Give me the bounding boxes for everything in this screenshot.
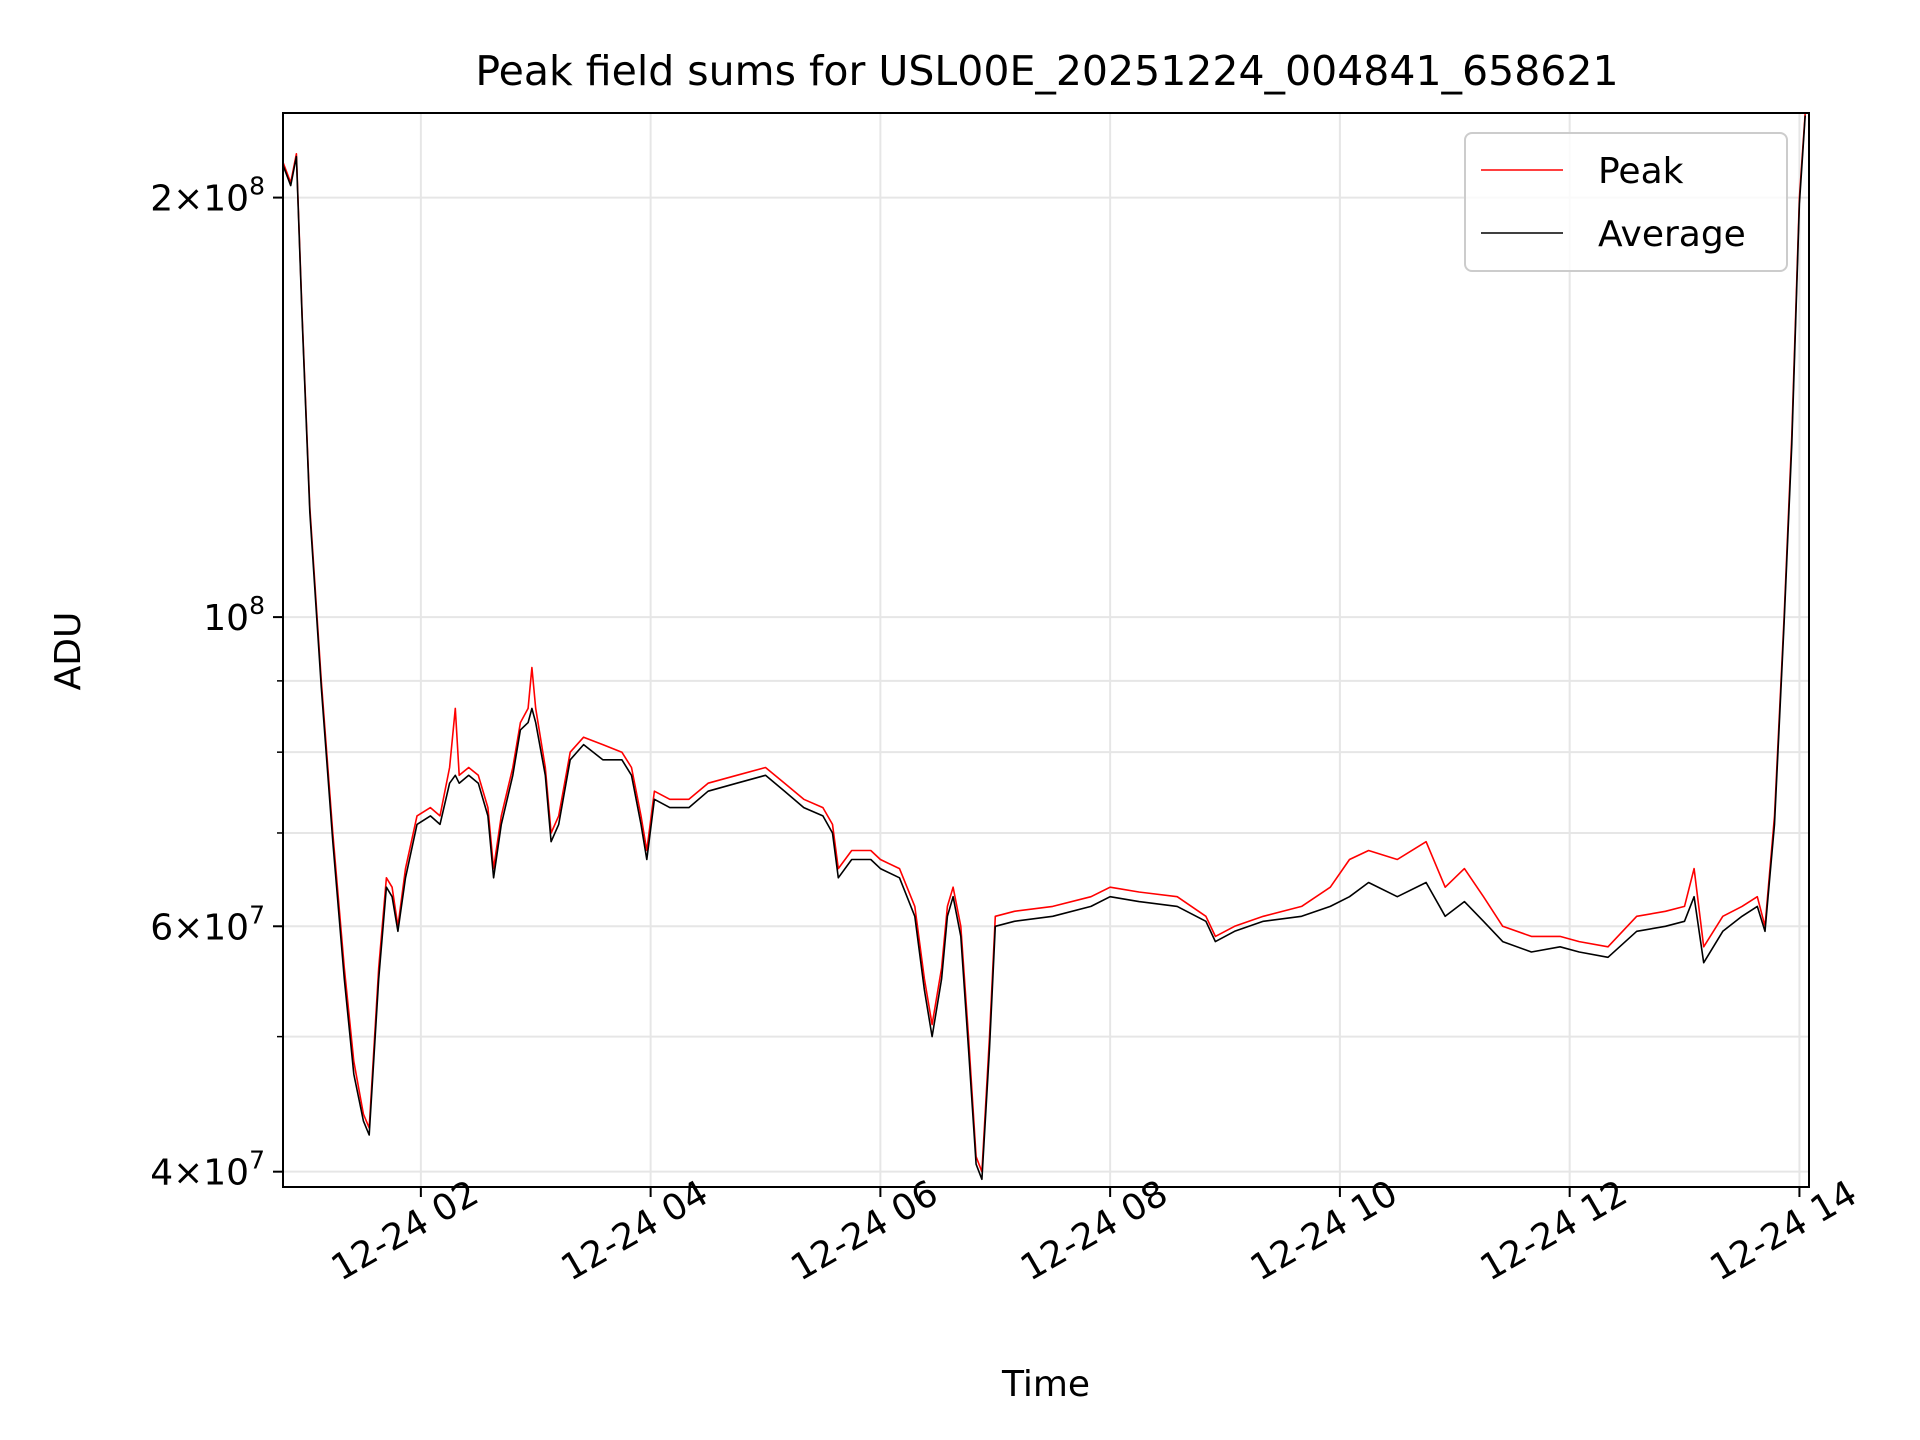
y-tick-mantissa: 6 [150,907,173,948]
legend: Peak Average [1464,132,1788,272]
y-tick-mantissa: 2 [150,179,173,220]
legend-box [1464,132,1788,272]
y-axis-ticks: 4×107 6×107 108 2×108 [150,172,283,1194]
series-line-peak [282,112,1806,1173]
y-tick-label: 108 [203,591,265,639]
y-tick-label: 2×108 [150,172,265,220]
x-axis-label: Time [1001,1364,1090,1405]
plot-area-frame [282,112,1810,1188]
series-lines [282,112,1806,1181]
y-tick-label: 4×107 [150,1146,265,1194]
y-tick-exponent: 8 [249,172,265,201]
y-tick-exponent: 8 [249,591,265,620]
chart-title: Peak field sums for USL00E_20251224_0048… [475,47,1618,95]
series-line-average [282,115,1806,1181]
y-tick-label: 6×107 [150,900,265,948]
y-tick-exponent: 7 [249,900,265,929]
y-tick-exponent: 7 [249,1146,265,1175]
legend-label-peak: Peak [1598,151,1684,192]
y-axis-label: ADU [48,612,89,691]
y-tick-mantissa: 4 [150,1153,173,1194]
legend-label-average: Average [1598,214,1746,255]
